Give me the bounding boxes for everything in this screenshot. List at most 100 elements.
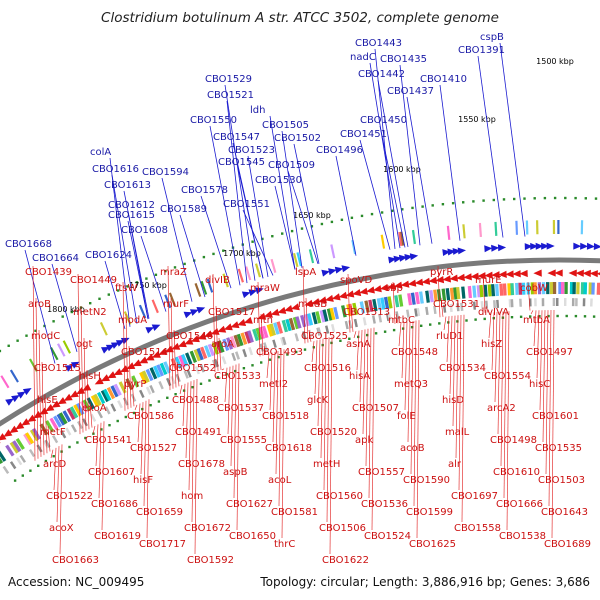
tick-dot [465,319,468,322]
feature-band [472,285,477,298]
reverse-label-leader [368,328,372,499]
reverse-label-leader [530,310,534,315]
reverse-gene-label: CBO1552 [169,363,216,374]
feature-band [483,284,488,297]
gc-content-band [65,427,72,436]
reverse-gene-label: apk [355,435,373,446]
forward-gene-label: CBO1668 [5,239,52,250]
feature-band [12,440,22,453]
forward-feature-band [296,252,302,267]
tick-dot [420,324,423,327]
gc-content-band [433,305,437,314]
forward-gene-arrow [105,344,115,352]
reverse-label-leader [194,378,198,555]
tick-dot [410,326,414,329]
reverse-label-leader [347,273,351,333]
forward-label-leader [293,143,320,264]
feature-band [596,282,600,295]
gc-content-band [9,461,17,470]
tick-dot [92,432,95,435]
tick-dot [340,218,344,221]
reverse-gene-label: CBO1689 [544,539,591,550]
reverse-gene-label: CBO1515 [34,363,81,374]
feature-band [456,287,461,300]
reverse-gene-label: thrC [274,539,295,550]
reverse-gene-label: CBO1524 [364,531,411,542]
reverse-gene-arrow [177,340,187,348]
reverse-gene-arrow [69,390,79,398]
feature-band [364,300,370,313]
feature-band [311,312,318,325]
scale-tick-label: 1500 kbp [536,57,574,66]
forward-gene-label: ldh [250,105,265,116]
forward-label-leader [499,42,526,237]
forward-gene-label: CBO1442 [358,69,405,80]
forward-feature-band [330,244,336,259]
reverse-gene-label: CBO1717 [139,539,186,550]
gc-content-band [19,454,26,463]
reverse-gene-label: arcA2 [487,403,516,414]
reverse-gene-label: CBO1557 [358,467,405,478]
reverse-label-leader [443,316,447,331]
reverse-label-leader [47,425,51,452]
reverse-gene-arrow [366,286,375,294]
feature-band [45,420,54,433]
tick-dot [141,407,144,411]
forward-feature-band [194,283,202,297]
forward-feature-band [168,292,176,307]
reverse-label-leader [536,310,540,379]
feature-band [0,457,4,464]
tick-dot [553,196,557,200]
reverse-label-leader [359,329,363,403]
gc-content-band [110,403,117,412]
reverse-label-leader [275,350,279,475]
forward-gene-label: CBO1502 [274,133,321,144]
reverse-label-leader [227,366,231,435]
feature-band [58,412,68,425]
gc-content-band [378,314,383,323]
tick-dot [108,424,111,427]
forward-feature-band [0,375,10,389]
feature-band [236,333,244,347]
gc-content-band [15,457,23,466]
tick-dot [149,404,152,407]
reverse-gene-arrow [596,272,600,276]
gc-content-band [362,317,367,326]
reverse-gene-arrow [414,278,424,286]
scale-tick-label: 1700 kbp [223,249,261,258]
reverse-label-leader [146,399,150,539]
tick-dot [565,314,568,318]
feature-band [103,388,112,401]
forward-feature-band [255,263,261,278]
forward-label-leader [226,100,248,284]
feature-band [561,282,565,294]
feature-band [0,450,7,462]
reverse-label-leader [458,314,462,491]
feature-band [90,395,100,408]
tick-dot [462,201,465,204]
feature-band [240,332,248,345]
tick-dot [543,196,547,200]
reverse-gene-label: CBO1507 [352,403,399,414]
reverse-label-leader [449,315,453,395]
reverse-label-leader [317,339,321,427]
tick-dot [431,204,434,207]
reverse-gene-label: lspA [295,267,316,278]
forward-gene-arrow [546,242,555,250]
forward-label-leader [379,125,406,248]
reverse-gene-arrow [100,374,110,382]
forward-gene-arrow [101,347,110,354]
tick-dot [251,364,254,367]
gc-content-band [272,339,277,348]
feature-band [499,283,504,296]
forward-gene-label: nadC [350,52,376,63]
gc-content-band [242,348,248,358]
reverse-gene-arrow [223,323,233,331]
forward-gene-arrow [541,242,550,250]
gc-content-band [480,301,484,310]
gc-content-band [166,377,172,387]
reverse-label-leader [170,297,174,389]
forward-label-leader [281,130,303,268]
reverse-label-leader [185,382,189,459]
reverse-label-leader [212,273,216,373]
